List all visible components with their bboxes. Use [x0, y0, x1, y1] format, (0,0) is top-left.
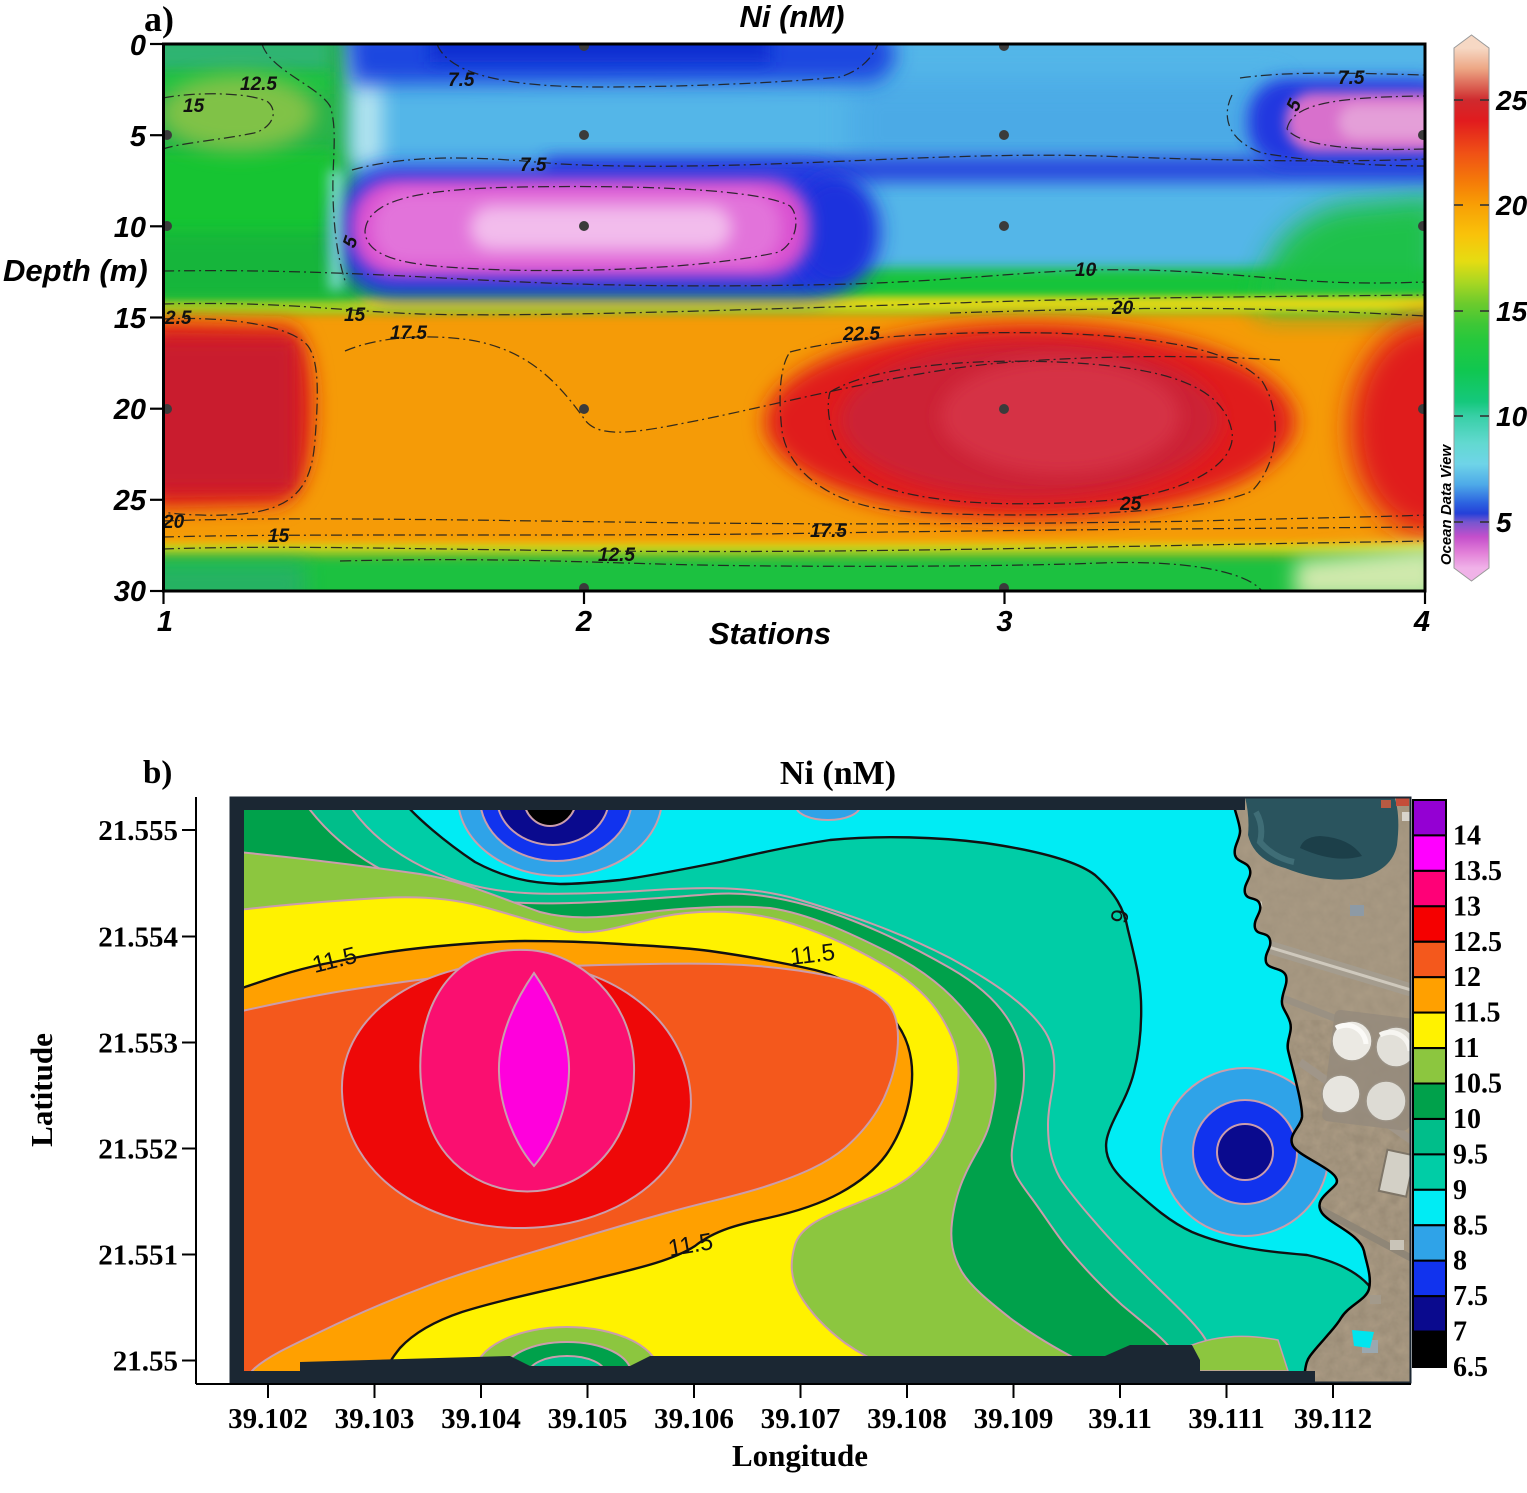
svg-text:39.107: 39.107	[761, 1403, 841, 1435]
svg-text:20: 20	[113, 394, 146, 426]
svg-text:Longitude: Longitude	[732, 1438, 868, 1473]
svg-text:8: 8	[1453, 1246, 1467, 1277]
svg-text:21.55: 21.55	[113, 1346, 178, 1378]
svg-text:39.11: 39.11	[1088, 1403, 1152, 1435]
svg-text:Ocean Data View: Ocean Data View	[1438, 444, 1455, 566]
svg-text:21.555: 21.555	[98, 815, 178, 847]
svg-text:11.5: 11.5	[789, 939, 837, 971]
svg-text:20: 20	[162, 512, 185, 533]
svg-text:39.108: 39.108	[867, 1403, 947, 1435]
svg-text:11: 11	[1453, 1033, 1479, 1064]
svg-text:7.5: 7.5	[520, 155, 547, 176]
svg-text:22.5: 22.5	[842, 324, 880, 345]
svg-text:39.103: 39.103	[335, 1403, 415, 1435]
svg-text:Depth (m): Depth (m)	[3, 253, 148, 288]
svg-text:13: 13	[1453, 891, 1481, 922]
svg-text:39.106: 39.106	[654, 1403, 734, 1435]
svg-text:14: 14	[1453, 820, 1481, 851]
svg-text:25: 25	[113, 485, 147, 517]
svg-text:9.5: 9.5	[1453, 1139, 1488, 1170]
svg-text:7: 7	[1453, 1317, 1467, 1348]
svg-text:39.102: 39.102	[228, 1403, 308, 1435]
svg-text:10: 10	[1496, 401, 1527, 432]
svg-text:21.552: 21.552	[98, 1134, 178, 1166]
svg-text:20: 20	[1111, 298, 1134, 319]
svg-text:39.104: 39.104	[441, 1403, 521, 1435]
svg-text:15: 15	[344, 305, 366, 326]
svg-text:9: 9	[1106, 907, 1135, 926]
svg-text:25: 25	[1495, 85, 1527, 116]
svg-text:39.109: 39.109	[974, 1403, 1054, 1435]
svg-text:15: 15	[1496, 296, 1527, 327]
svg-text:12.5: 12.5	[240, 74, 277, 95]
svg-text:15: 15	[183, 96, 205, 117]
svg-text:21.553: 21.553	[98, 1028, 178, 1060]
svg-text:39.112: 39.112	[1294, 1403, 1372, 1435]
svg-text:15: 15	[268, 526, 290, 547]
svg-text:10.5: 10.5	[1453, 1069, 1502, 1100]
svg-text:2: 2	[575, 606, 592, 638]
svg-text:5: 5	[130, 121, 147, 153]
svg-text:a): a)	[144, 0, 174, 39]
svg-text:3: 3	[996, 606, 1012, 638]
svg-text:20: 20	[1495, 190, 1527, 221]
svg-text:17.5: 17.5	[390, 323, 427, 344]
svg-text:12: 12	[1453, 962, 1481, 993]
svg-text:5: 5	[1496, 507, 1512, 538]
svg-text:9: 9	[1453, 1175, 1467, 1206]
svg-text:6.5: 6.5	[1453, 1352, 1488, 1383]
svg-text:4: 4	[1413, 606, 1430, 638]
svg-text:8.5: 8.5	[1453, 1210, 1488, 1241]
svg-text:7.5: 7.5	[1453, 1281, 1488, 1312]
svg-text:10: 10	[1453, 1104, 1481, 1135]
svg-text:39.105: 39.105	[548, 1403, 628, 1435]
svg-text:0: 0	[130, 30, 146, 62]
svg-text:10: 10	[1075, 260, 1097, 281]
svg-text:21.554: 21.554	[98, 922, 178, 954]
svg-text:b): b)	[143, 755, 172, 791]
svg-text:2.5: 2.5	[164, 308, 192, 329]
svg-text:1: 1	[157, 606, 173, 638]
svg-text:39.111: 39.111	[1188, 1403, 1265, 1435]
svg-text:Latitude: Latitude	[24, 1033, 59, 1147]
svg-text:15: 15	[114, 303, 147, 335]
svg-text:7.5: 7.5	[1338, 68, 1365, 89]
svg-text:12.5: 12.5	[598, 545, 635, 566]
svg-text:13.5: 13.5	[1453, 856, 1502, 887]
svg-text:12.5: 12.5	[1453, 927, 1502, 958]
svg-text:7.5: 7.5	[448, 70, 475, 91]
svg-text:Ni (nM): Ni (nM)	[739, 0, 844, 34]
svg-text:Stations: Stations	[709, 616, 831, 651]
svg-text:11.5: 11.5	[1453, 998, 1500, 1029]
svg-text:17.5: 17.5	[810, 521, 847, 542]
svg-text:Ni (nM): Ni (nM)	[780, 755, 896, 792]
svg-text:25: 25	[1119, 494, 1142, 515]
svg-text:10: 10	[114, 212, 146, 244]
svg-text:30: 30	[114, 576, 146, 608]
svg-text:21.551: 21.551	[98, 1240, 178, 1272]
